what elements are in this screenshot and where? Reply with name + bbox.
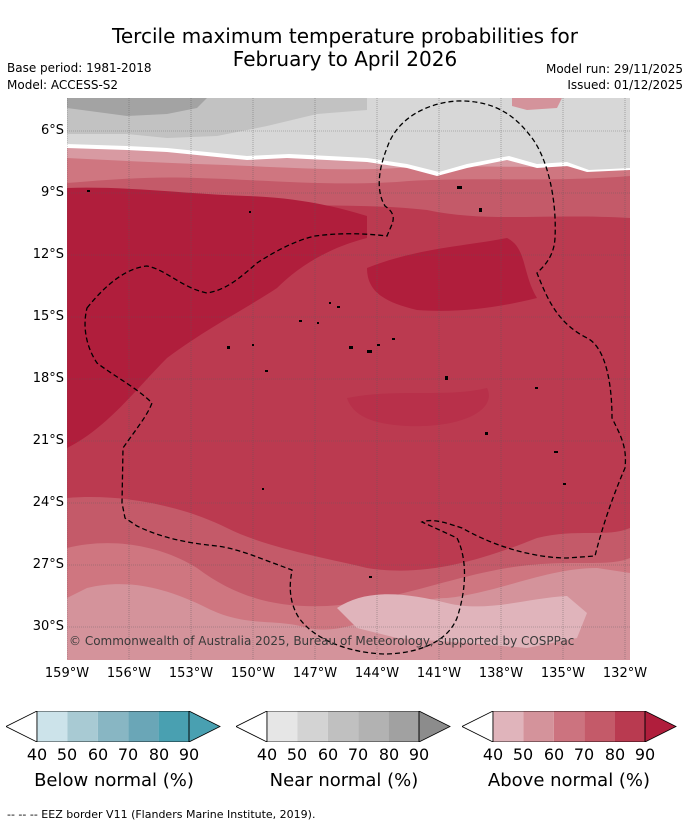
lon-label: 138°W [478,666,524,681]
lon-label: 150°W [230,666,276,681]
above-90-center [367,238,537,311]
above-normal-colorbar [462,711,677,742]
eez-footnote: -- -- -- EEZ border V11 (Flanders Marine… [7,808,316,821]
below-tick: 70 [117,745,139,764]
lat-label: 30°S [32,619,64,634]
near-70-region [67,98,207,116]
above-tick: 70 [573,745,595,764]
below-normal-title: Below normal (%) [34,770,194,791]
lat-label: 6°S [40,123,64,138]
near-normal-colorbar [236,711,451,742]
above-tick: 80 [604,745,626,764]
lat-label: 27°S [32,557,64,572]
lon-label: 135°W [540,666,586,681]
near-tick: 70 [347,745,369,764]
above-40-south [337,594,587,648]
above-50-patch [512,98,562,110]
below-tick: 80 [148,745,170,764]
lat-label: 24°S [32,495,64,510]
near-normal-title: Near normal (%) [269,770,419,791]
model-run: Model run: 29/11/2025 [545,62,683,76]
probability-map [67,98,630,660]
lon-label: 132°W [602,666,648,681]
map-title-line1: Tercile maximum temperature probabilitie… [112,24,578,48]
map-title-line2: February to April 2026 [232,47,458,71]
copyright-notice: © Commonwealth of Australia 2025, Bureau… [69,634,575,648]
near-tick: 80 [378,745,400,764]
lat-label: 21°S [32,433,64,448]
lat-label: 15°S [32,309,64,324]
below-normal-colorbar [6,711,221,742]
near-tick: 60 [317,745,339,764]
above-normal-title: Above normal (%) [487,770,651,791]
islands [87,186,566,578]
lon-label: 153°W [168,666,214,681]
lon-label: 147°W [292,666,338,681]
lon-label: 156°W [106,666,152,681]
above-85-patch [347,388,489,427]
above-tick: 50 [512,745,534,764]
model-name: Model: ACCESS-S2 [7,78,119,92]
near-tick: 90 [408,745,430,764]
below-tick: 60 [87,745,109,764]
base-period: Base period: 1981-2018 [7,61,152,75]
above-tick: 40 [482,745,504,764]
lat-label: 12°S [32,247,64,262]
lat-label: 18°S [32,371,64,386]
lon-label: 141°W [416,666,462,681]
issued-date: Issued: 01/12/2025 [567,78,683,92]
graticule [67,98,630,660]
above-90-west [67,187,367,448]
eez-borders [84,100,627,655]
lon-label: 159°W [44,666,90,681]
lon-label: 144°W [354,666,400,681]
near-tick: 50 [286,745,308,764]
below-tick: 90 [178,745,200,764]
above-tick: 60 [543,745,565,764]
above-tick: 90 [634,745,656,764]
below-tick: 40 [26,745,48,764]
map-canvas [67,98,630,660]
below-tick: 50 [56,745,78,764]
near-tick: 40 [256,745,278,764]
lat-label: 9°S [40,185,64,200]
